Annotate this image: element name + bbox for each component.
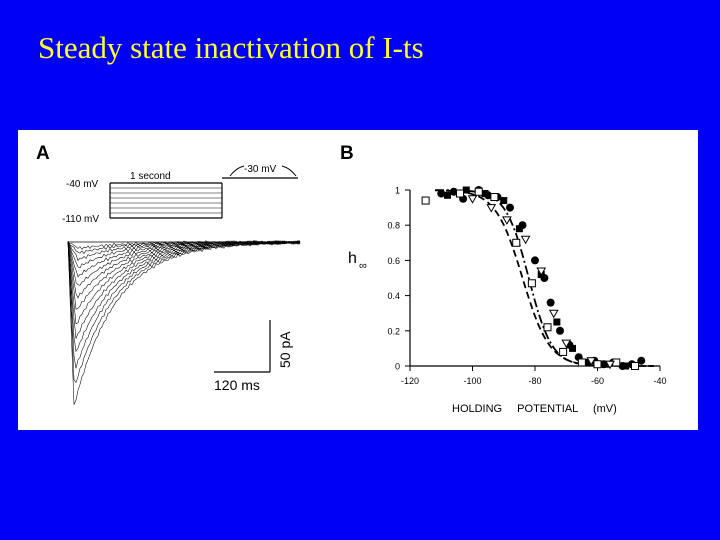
data-point-circle — [637, 356, 646, 365]
data-point-square — [569, 344, 576, 352]
figure-svg: A -40 mV -110 mV 1 second -30 mV 120 ms … — [36, 143, 667, 415]
data-point-triangle — [548, 309, 559, 319]
panel-a-label: A — [36, 143, 50, 164]
data-point-open-square — [421, 196, 430, 205]
data-point-square — [553, 318, 561, 326]
data-point-open-square — [527, 279, 536, 288]
current-trace — [67, 240, 301, 369]
data-point-circle — [556, 326, 564, 335]
current-trace — [67, 240, 301, 299]
data-point-triangle — [486, 204, 497, 213]
data-point-open-square — [593, 360, 602, 369]
data-point-triangle — [561, 339, 572, 349]
y-tick-label: 0 — [395, 362, 400, 372]
protocol-v2-label: -110 mV — [62, 214, 99, 225]
protocol-duration-label: 1 second — [130, 171, 171, 182]
protocol-v1-label: -40 mV — [66, 179, 99, 190]
x-tick-label: -100 — [463, 376, 481, 386]
y-ticks: 0 0.2 0.4 0.6 0.8 1 — [387, 186, 410, 372]
x-ticks: -120 -100 -80 -60 -40 — [401, 366, 667, 386]
data-point-open-square — [543, 323, 552, 332]
x-tick-label: -60 — [591, 376, 604, 386]
y-axis-label: h — [348, 250, 357, 267]
data-point-circle — [531, 256, 539, 265]
voltage-protocol — [109, 165, 298, 219]
y-tick-label: 0.6 — [387, 256, 400, 266]
protocol-family — [110, 187, 222, 219]
axes — [409, 190, 660, 367]
current-trace — [67, 240, 301, 269]
x-tick-label: -120 — [401, 376, 419, 386]
data-point-open-square — [559, 347, 568, 356]
current-trace — [67, 240, 301, 353]
data-point-open-square — [512, 238, 521, 247]
data-point-open-square — [474, 187, 483, 196]
y-tick-label: 0.2 — [387, 326, 400, 336]
current-trace — [67, 239, 301, 250]
x-tick-label: -40 — [653, 376, 666, 386]
figure-panel: A -40 mV -110 mV 1 second -30 mV 120 ms … — [18, 130, 698, 430]
data-point-open-square — [490, 193, 499, 202]
y-tick-label: 0.4 — [387, 291, 400, 301]
protocol-test-label: -30 mV — [244, 164, 277, 175]
data-point-circle — [506, 203, 514, 212]
data-point-triangle — [502, 216, 512, 225]
current-trace — [67, 240, 301, 325]
scale-bar-time-label: 120 ms — [214, 377, 260, 393]
x-axis-label: HOLDING POTENTIAL (mV) — [452, 403, 617, 415]
x-tick-label: -80 — [528, 376, 541, 386]
current-traces — [67, 239, 301, 405]
y-tick-label: 1 — [395, 186, 400, 196]
data-point-square — [500, 197, 508, 205]
scale-bar-current-label: 50 pA — [277, 331, 293, 368]
data-point-open-square — [456, 189, 464, 198]
data-point-square — [462, 186, 470, 194]
data-point-square — [622, 362, 630, 370]
data-point-open-square — [631, 362, 639, 370]
protocol-arrow-left — [229, 165, 245, 177]
data-point-triangle — [467, 195, 478, 204]
data-point-square — [584, 358, 592, 366]
current-trace — [67, 240, 301, 339]
data-point-triangle — [520, 235, 531, 245]
data-point-square — [481, 190, 489, 198]
data-point-triangle — [536, 267, 547, 276]
data-point-circle — [437, 189, 446, 198]
data-point-square — [515, 225, 523, 233]
slide-title: Steady state inactivation of I-ts — [38, 30, 424, 65]
scale-bar — [214, 320, 271, 373]
data-point-circle — [449, 187, 458, 196]
current-trace — [67, 241, 301, 383]
data-point-circle — [546, 298, 555, 307]
data-point-open-square — [577, 358, 586, 367]
y-tick-label: 0.8 — [387, 221, 400, 231]
data-point-triangle — [605, 360, 615, 370]
panel-b-label: B — [340, 143, 354, 164]
data-point-triangle — [586, 357, 597, 366]
current-trace — [67, 240, 301, 405]
data-point-square — [444, 191, 451, 199]
protocol-arrow-right — [281, 165, 297, 177]
data-points — [421, 186, 646, 370]
y-axis-label-subscript: ∞ — [359, 260, 367, 272]
data-point-square — [603, 360, 611, 368]
